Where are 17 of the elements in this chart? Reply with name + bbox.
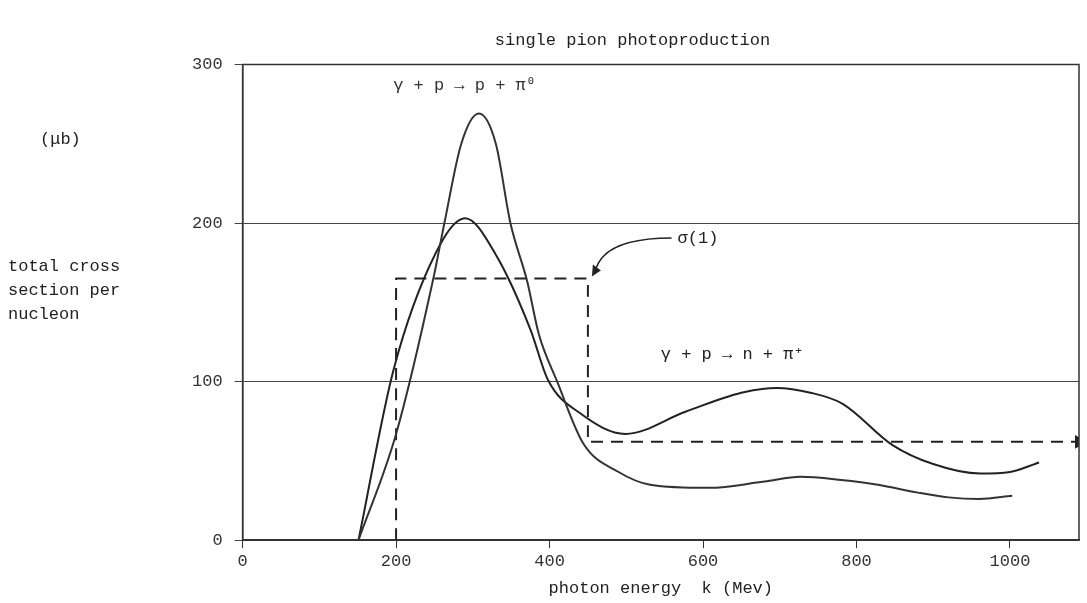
x-tick-label: 600 — [687, 551, 719, 571]
x-tick-label: 400 — [534, 551, 565, 571]
text: (μb) — [40, 130, 81, 149]
x-tick-label: 0 — [237, 551, 248, 571]
x-tick-label: 1000 — [989, 551, 1031, 571]
x-tick-label: 200 — [380, 551, 412, 571]
y-tick-label: 300 — [192, 54, 223, 74]
series-label: γ + p → n + π⁺ — [660, 345, 804, 365]
y-axis-title: total cross section per nucleon — [8, 256, 122, 326]
series-label: γ + p → p + π⁰ — [393, 76, 537, 96]
y-tick-label: 100 — [192, 372, 223, 392]
x-tick-label: 800 — [841, 551, 872, 571]
x-axis-title: photon energy k (Mev) — [548, 579, 774, 599]
chart-title: single pion photoproduction — [494, 30, 771, 50]
text: σ(1) — [677, 228, 719, 248]
y-tick-label: 0 — [212, 530, 223, 550]
y-tick-label: 200 — [192, 213, 223, 233]
